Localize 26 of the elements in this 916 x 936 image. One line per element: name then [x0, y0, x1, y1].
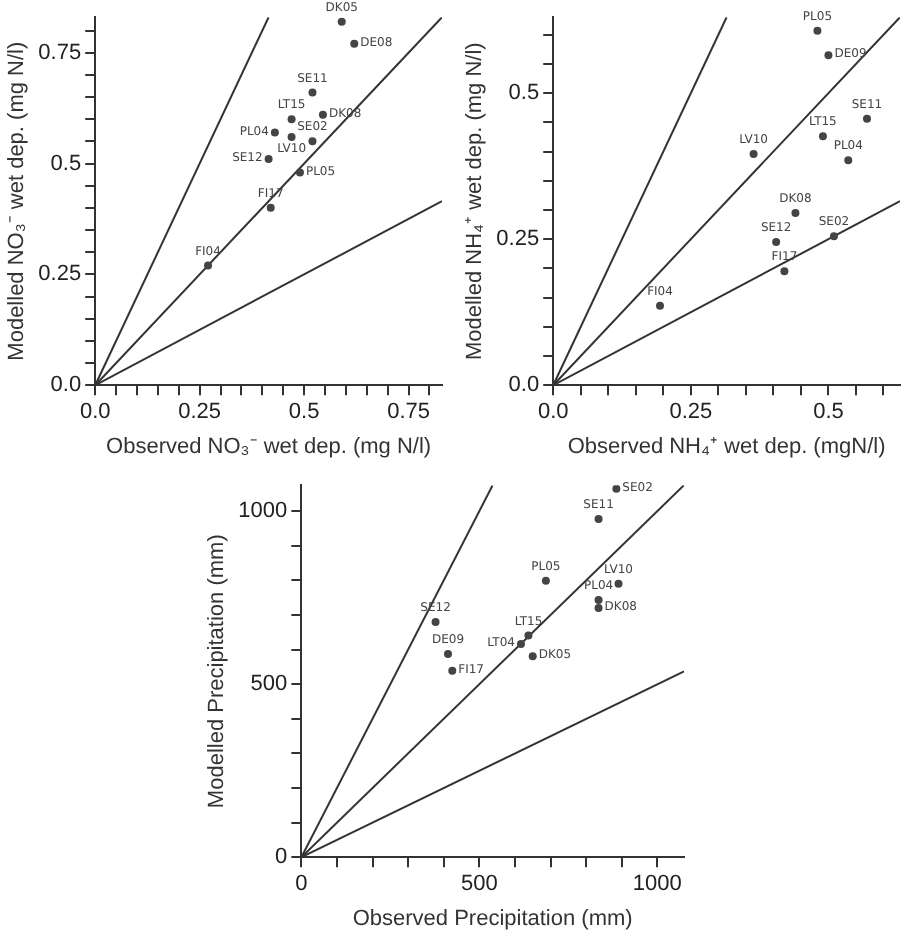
x-tick-label: 0	[295, 872, 308, 897]
x-tick-label: 0.5	[288, 400, 320, 425]
y-axis-title: Modelled NO₃⁻ wet dep. (mg N/l)	[5, 41, 30, 361]
y-axis-title: Modelled Precipitation (mm)	[205, 534, 230, 809]
y-tick-label: 0.5	[50, 151, 82, 176]
x-tick-label: 1000	[632, 872, 682, 897]
x-tick-label: 0.25	[178, 400, 222, 425]
x-tick-label: 0.0	[537, 400, 569, 425]
y-tick-label: 0.0	[50, 373, 82, 398]
x-tick-label: 0.25	[669, 400, 713, 425]
x-tick-label: 0.0	[79, 400, 111, 425]
y-tick-label: 1000	[238, 499, 288, 524]
x-tick-label: 500	[460, 872, 498, 897]
y-axis-title: Modelled NH₄⁺ wet dep. (mg N/l)	[463, 42, 488, 361]
y-tick-label: 0	[275, 845, 288, 870]
x-tick-label: 0.5	[813, 400, 844, 425]
y-tick-label: 500	[250, 672, 288, 697]
x-axis-title: Observed NO₃⁻ wet dep. (mg N/l)	[106, 434, 432, 459]
y-tick-label: 0.0	[508, 373, 540, 398]
y-tick-label: 0.75	[38, 40, 82, 65]
x-axis-title: Observed Precipitation (mm)	[352, 906, 633, 931]
x-axis-title: Observed NH₄⁺ wet dep. (mgN/l)	[567, 434, 886, 459]
y-tick-label: 0.5	[508, 81, 540, 106]
x-tick-label: 0.75	[387, 400, 430, 425]
y-tick-label: 0.25	[38, 262, 82, 287]
y-tick-label: 0.25	[496, 227, 540, 252]
